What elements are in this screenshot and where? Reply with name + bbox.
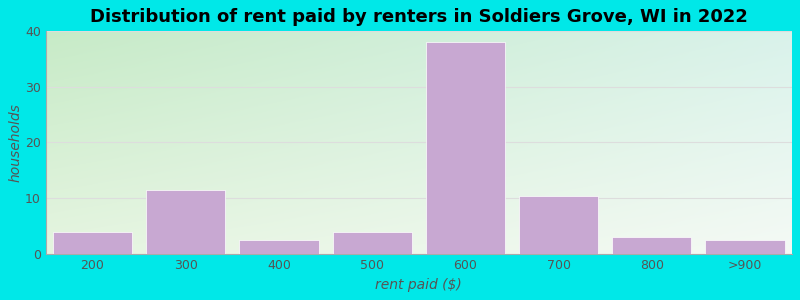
Title: Distribution of rent paid by renters in Soldiers Grove, WI in 2022: Distribution of rent paid by renters in … [90, 8, 748, 26]
Y-axis label: households: households [8, 103, 22, 182]
Bar [53, 232, 132, 254]
Bar [146, 190, 226, 254]
Bar [333, 232, 412, 254]
Bar [612, 238, 691, 254]
X-axis label: rent paid ($): rent paid ($) [375, 278, 462, 292]
Bar [706, 240, 785, 254]
Bar [239, 240, 318, 254]
Bar [426, 42, 505, 254]
Bar [519, 196, 598, 254]
